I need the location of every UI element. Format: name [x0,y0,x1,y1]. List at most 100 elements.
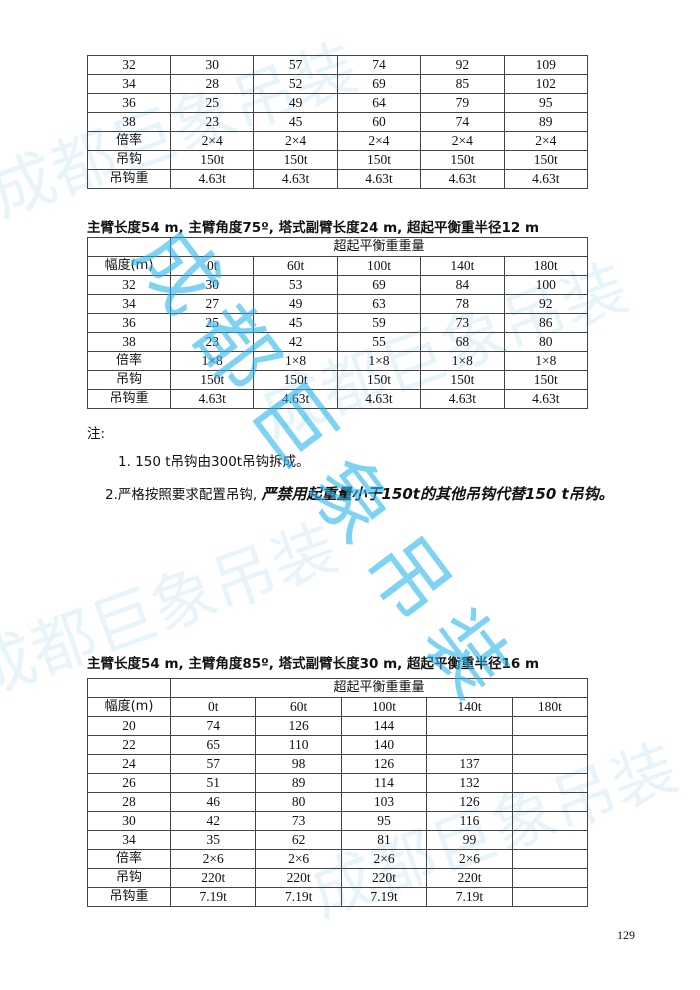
table-cell: 1×8 [169,351,255,371]
table-cell: 4.63t [503,169,589,189]
table-cell: 150t [420,370,505,390]
table-cell: 吊钩重 [87,887,171,907]
table-cell: 98 [255,754,342,774]
table-cell: 86 [503,313,589,333]
table-cell: 74 [336,55,422,75]
table-cell: 7.19t [255,887,342,907]
table-cell [511,735,589,755]
table-cell: 7.19t [340,887,428,907]
table-cell: 73 [420,313,505,333]
table-cell: 84 [420,275,505,295]
table-cell: 57 [169,754,257,774]
table-cell: 60t [253,256,338,276]
table-cell: 62 [255,830,342,850]
page-number: 129 [617,928,635,942]
table-cell: 74 [420,112,505,132]
table-cell: 4.63t [420,169,505,189]
table-cell: 4.63t [420,389,505,409]
table-cell: 超起平衡重重量 [170,237,588,257]
table-cell: 28 [87,792,171,812]
table-cell: 89 [255,773,342,793]
table-row: 吊钩重 7.19t 7.19t 7.19t 7.19t [87,887,589,907]
table-cell: 4.63t [503,389,589,409]
table-cell: 114 [340,773,428,793]
table-cell: 132 [426,773,513,793]
table-row: 28 46 80 103 126 [87,792,589,812]
table-cell: 180t [503,256,589,276]
table-cell: 吊钩重 [87,389,171,409]
table-cell: 26 [87,773,171,793]
table-cell: 52 [253,74,338,94]
table-cell [511,716,589,736]
table-cell: 2×4 [503,131,589,151]
table2-title: 主臂长度54 m, 主臂角度75º, 塔式副臂长度24 m, 超起平衡重半径12… [87,220,540,236]
table-cell: 100 [503,275,589,295]
table-row: 34 27 49 63 78 92 [87,294,589,314]
table-cell [511,811,589,831]
table-cell: 51 [169,773,257,793]
table-cell: 109 [503,55,589,75]
table-cell: 68 [420,332,505,352]
table-cell: 220t [426,868,513,888]
table-cell: 150t [253,370,338,390]
table-cell: 59 [336,313,422,333]
table-cell: 24 [87,754,171,774]
table-cell: 25 [169,313,255,333]
table-row: 吊钩重 4.63t 4.63t 4.63t 4.63t 4.63t [87,169,589,189]
table-cell: 57 [253,55,338,75]
table-cell: 7.19t [169,887,257,907]
table-row: 34 35 62 81 99 [87,830,589,850]
table-cell: 46 [169,792,257,812]
table-row: 38 23 42 55 68 80 [87,332,589,352]
table-cell: 32 [87,55,171,75]
table-cell: 78 [420,294,505,314]
table-cell: 150t [420,150,505,170]
table-cell: 23 [169,332,255,352]
table-cell: 4.63t [336,389,422,409]
table-cell: 85 [420,74,505,94]
table-cell: 4.63t [253,389,338,409]
note-item-1: 1. 150 t吊钩由300t吊钩拆成。 [118,454,310,470]
note-item-2: 2.严格按照要求配置吊钩, 严禁用起重量小于150t的其他吊钩代替150 t吊钩… [105,483,614,504]
table-cell: 2×6 [169,849,257,869]
table-row: 38 23 45 60 74 89 [87,112,589,132]
table-cell: 74 [169,716,257,736]
table-cell: 22 [87,735,171,755]
table-cell: 倍率 [87,351,171,371]
table-cell: 42 [253,332,338,352]
table-cell: 幅度(m) [87,697,171,717]
table-row: 30 42 73 95 116 [87,811,589,831]
table-cell: 超起平衡重重量 [170,678,588,698]
table-cell: 144 [340,716,428,736]
table-cell: 49 [253,93,338,113]
table-cell: 137 [426,754,513,774]
table-row: 32 30 57 74 92 109 [87,55,589,75]
table-cell: 34 [87,830,171,850]
table-cell: 吊钩 [87,370,171,390]
table-cell [511,830,589,850]
table-cell: 28 [169,74,255,94]
table-cell: 79 [420,93,505,113]
table-cell: 2×6 [426,849,513,869]
table-row: 倍率 2×4 2×4 2×4 2×4 2×4 [87,131,589,151]
note-item-2-emphasis: 严禁用起重量小于150t的其他吊钩代替150 t吊钩。 [261,485,614,503]
table-cell: 38 [87,112,171,132]
table-cell: 34 [87,74,171,94]
table-cell: 60 [336,112,422,132]
table-cell: 150t [253,150,338,170]
table-cell: 36 [87,93,171,113]
table-cell: 吊钩 [87,150,171,170]
table-cell: 150t [169,150,255,170]
table-cell: 180t [511,697,589,717]
table-cell: 64 [336,93,422,113]
table-cell: 38 [87,332,171,352]
table-row: 倍率 1×8 1×8 1×8 1×8 1×8 [87,351,589,371]
table-cell: 30 [169,55,255,75]
table-cell: 102 [503,74,589,94]
table-cell: 吊钩 [87,868,171,888]
table-cell: 1×8 [336,351,422,371]
table-cell: 60t [255,697,342,717]
table-cell: 150t [169,370,255,390]
table-cell: 55 [336,332,422,352]
table-cell: 95 [340,811,428,831]
